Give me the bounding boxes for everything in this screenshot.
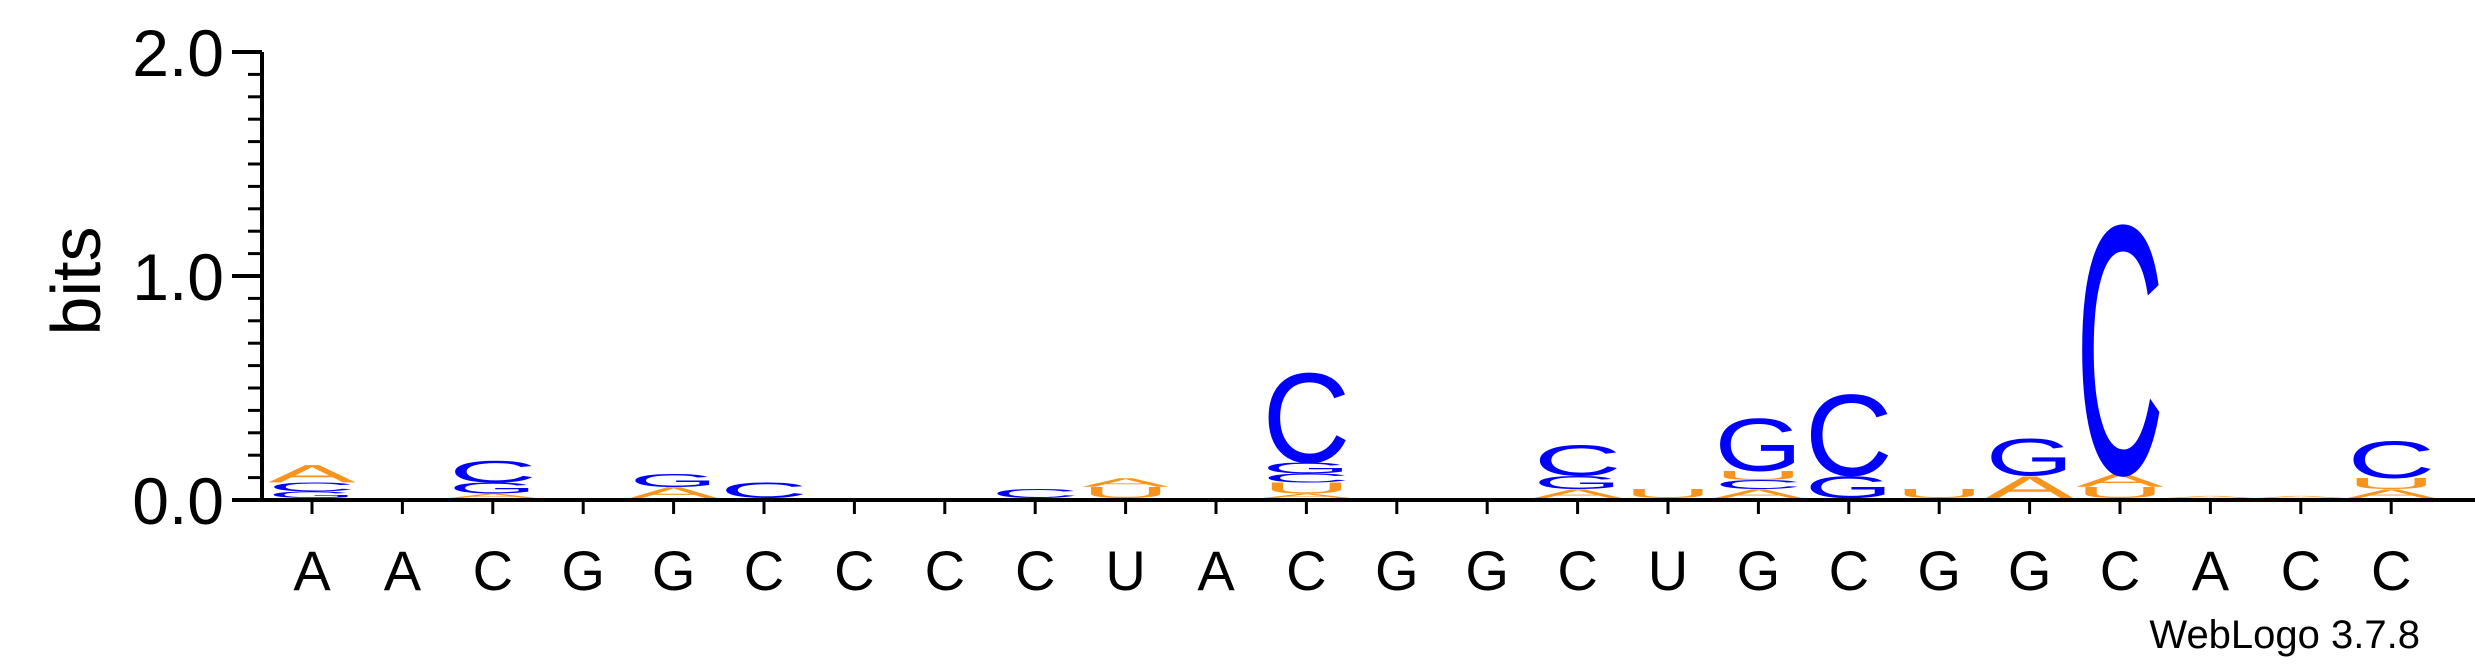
logo-letter-G: G: [1805, 470, 1893, 505]
x-tick-label: C: [834, 539, 874, 602]
logo-letter-A: A: [2257, 495, 2345, 499]
logo-letter-G: G: [1534, 472, 1622, 493]
logo-letter-C: C: [1805, 371, 1893, 501]
y-tick-label: 0.0: [132, 464, 224, 538]
logo-letter-A: A: [449, 492, 537, 499]
logo-letter-G: G: [449, 480, 537, 497]
y-axis: 0.0 1.0 2.0: [132, 16, 2475, 538]
logo-letter-A: A: [1986, 470, 2074, 505]
x-tick-label: A: [293, 539, 331, 602]
logo-letter-C: C: [449, 454, 537, 489]
x-tick-label: A: [384, 539, 422, 602]
logo-letter-A: A: [1715, 487, 1804, 501]
logo-letter-G: G: [1714, 404, 1802, 488]
logo-letter-U: U: [1624, 487, 1712, 501]
x-tick-label: A: [1197, 539, 1235, 602]
x-tick-label: A: [2192, 539, 2230, 602]
logo-letter-G: G: [630, 470, 718, 491]
logo-letter-A: A: [1263, 492, 1351, 499]
x-tick-label: G: [2008, 539, 2052, 602]
x-tick-label: C: [2371, 539, 2411, 602]
logo-letter-U: U: [2347, 475, 2435, 492]
x-tick-label: G: [652, 539, 696, 602]
logo-letter-C: C: [2076, 152, 2164, 549]
logo-letter-G: G: [268, 490, 356, 501]
x-tick-label: C: [925, 539, 965, 602]
logo-letter-C: C: [720, 478, 808, 503]
x-tick-label: G: [1737, 539, 1781, 602]
x-tick-label: C: [2281, 539, 2321, 602]
y-axis-label: bits: [37, 227, 115, 336]
x-tick-label: U: [1105, 539, 1145, 602]
logo-letter-A: A: [1534, 487, 1623, 501]
weblogo-credit: WebLogo 3.7.8: [2149, 613, 2420, 657]
logo-letter-A: A: [630, 484, 718, 502]
logo-letter-A: A: [2347, 487, 2436, 501]
y-tick-label: 1.0: [132, 240, 224, 314]
logo-letter-U: U: [1895, 487, 1983, 501]
x-tick-label: G: [1375, 539, 1419, 602]
x-tick-label: C: [1015, 539, 1055, 602]
logo-letter-U: U: [2076, 484, 2164, 501]
x-tick-label: C: [1829, 539, 1869, 602]
logo-letter-C: C: [1534, 436, 1622, 485]
logo-letter-G: G: [1986, 427, 2074, 487]
logo-letter-C: C: [1262, 346, 1350, 490]
x-tick-label: C: [1557, 539, 1597, 602]
y-tick-label: 2.0: [132, 16, 224, 90]
x-tick-label: C: [473, 539, 513, 602]
x-tick-label: G: [1465, 539, 1509, 602]
logo-letter-U: U: [1714, 469, 1802, 483]
logo-letter-C: C: [1262, 471, 1350, 485]
x-tick-label: U: [1648, 539, 1688, 602]
logo-letter-U: U: [1082, 484, 1170, 501]
logo-letter-U: U: [1262, 479, 1350, 496]
x-tick-label: C: [2100, 539, 2140, 602]
logo-letter-A: A: [2167, 495, 2255, 499]
logo-letter-A: A: [1082, 476, 1171, 490]
logo-letter-A: A: [268, 460, 356, 488]
logo-letter-A: A: [2076, 470, 2164, 491]
x-tick-label: G: [561, 539, 605, 602]
logo-letter-C: C: [268, 480, 356, 494]
logo-letter-G: G: [1262, 459, 1350, 476]
x-tick-label: C: [744, 539, 784, 602]
x-tick-label: C: [1286, 539, 1326, 602]
logo-letter-C: C: [991, 487, 1079, 501]
logo-letter-C: C: [1714, 478, 1802, 492]
logo-letter-C: C: [2347, 430, 2435, 489]
x-tick-label: G: [1917, 539, 1961, 602]
